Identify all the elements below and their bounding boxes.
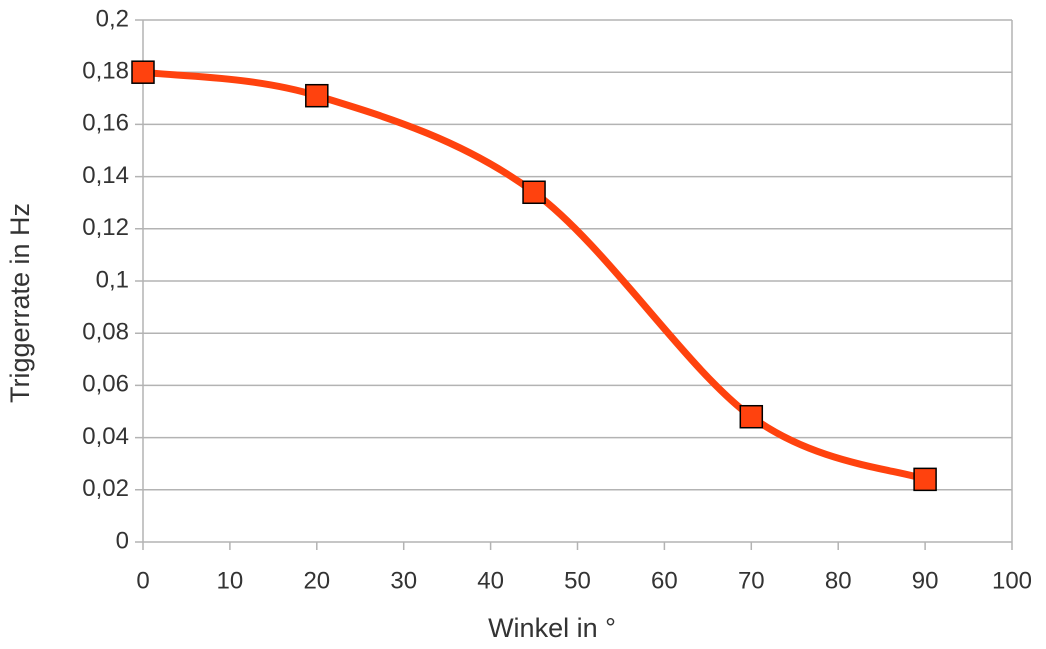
y-tick-label: 0,1 xyxy=(96,266,129,293)
y-tick-label: 0,18 xyxy=(82,58,129,85)
x-tick-label: 80 xyxy=(825,567,852,594)
y-tick-label: 0,08 xyxy=(82,319,129,346)
data-point xyxy=(913,467,937,492)
x-tick-label: 10 xyxy=(217,567,244,594)
y-tick-label: 0,06 xyxy=(82,371,129,398)
x-tick-label: 40 xyxy=(477,567,504,594)
data-point xyxy=(305,83,329,108)
x-axis-title: Winkel in ° xyxy=(488,613,616,643)
data-point xyxy=(131,60,155,84)
x-tick-label: 50 xyxy=(564,567,591,594)
x-tick-label: 60 xyxy=(651,567,678,594)
y-tick-label: 0,16 xyxy=(82,110,129,137)
x-tick-label: 0 xyxy=(136,567,149,594)
y-tick-label: 0,14 xyxy=(82,162,129,189)
x-tick-label: 70 xyxy=(738,567,765,594)
y-tick-label: 0,2 xyxy=(96,5,129,32)
x-tick-label: 100 xyxy=(992,567,1032,594)
y-tick-label: 0 xyxy=(116,527,129,554)
x-tick-label: 90 xyxy=(912,567,939,594)
data-point xyxy=(522,180,546,205)
x-tick-label: 30 xyxy=(390,567,417,594)
y-tick-label: 0,12 xyxy=(82,214,129,241)
data-point xyxy=(739,404,764,429)
y-tick-label: 0,02 xyxy=(82,475,129,502)
x-tick-label: 20 xyxy=(303,567,330,594)
y-axis-title: Triggerrate in Hz xyxy=(5,203,35,403)
data-line xyxy=(142,68,927,483)
y-tick-label: 0,04 xyxy=(82,423,129,450)
